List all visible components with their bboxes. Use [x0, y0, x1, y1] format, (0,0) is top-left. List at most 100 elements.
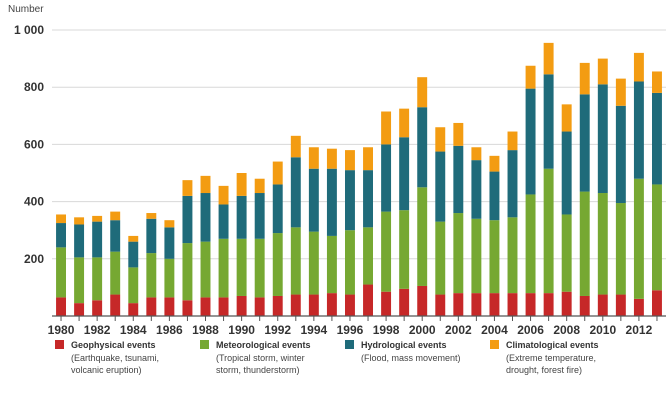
- x-tick-label: 1992: [264, 323, 291, 337]
- bar-2000-geophysical: [417, 285, 428, 316]
- bar-1980-climatological: [56, 214, 66, 224]
- legend-title: Geophysical events: [71, 340, 156, 350]
- bar-1992-geophysical: [272, 295, 283, 316]
- x-tick-label: 1982: [84, 323, 111, 337]
- bar-1980-meteorological: [56, 247, 66, 298]
- bar-2007-meteorological: [543, 168, 554, 294]
- bar-1993-geophysical: [290, 294, 301, 316]
- bar-2004-meteorological: [489, 220, 500, 294]
- bar-1985-meteorological: [146, 253, 157, 298]
- bar-2005-meteorological: [507, 217, 518, 294]
- x-tick-label: 2002: [445, 323, 472, 337]
- bar-1999-hydrological: [399, 137, 410, 211]
- bar-1992-climatological: [272, 161, 283, 185]
- x-tick-label: 2004: [481, 323, 508, 337]
- x-tick-label: 2012: [626, 323, 653, 337]
- legend-title: Climatological events: [506, 340, 599, 350]
- bar-1996-meteorological: [345, 230, 355, 295]
- bar-2008-climatological: [561, 104, 572, 132]
- legend-swatch-1: [200, 340, 209, 349]
- bar-2006-hydrological: [525, 88, 536, 195]
- bar-2009-hydrological: [579, 94, 590, 192]
- axes: 200 400 600 800 1 000 1980 1982 1984 1986 1988 199…: [14, 23, 666, 337]
- legend-description: volcanic eruption): [71, 365, 142, 375]
- bar-1987-hydrological: [182, 195, 193, 244]
- bar-2011-geophysical: [615, 294, 626, 316]
- bar-1983-geophysical: [110, 294, 121, 316]
- y-tick-label: 1 000: [14, 23, 44, 37]
- bar-1980-geophysical: [56, 297, 66, 316]
- bar-2003-hydrological: [471, 160, 482, 219]
- bar-1996-hydrological: [345, 170, 355, 231]
- y-tick-label: 600: [24, 137, 44, 151]
- bar-1990-meteorological: [236, 238, 247, 296]
- bar-2003-geophysical: [471, 293, 482, 316]
- bar-2001-climatological: [435, 127, 446, 152]
- bar-1984-geophysical: [128, 303, 139, 316]
- bar-2010-geophysical: [597, 294, 608, 316]
- grid-lines: [52, 29, 666, 260]
- legend-title: Hydrological events: [361, 340, 447, 350]
- legend-swatch-0: [55, 340, 64, 349]
- bar-2002-climatological: [453, 122, 464, 146]
- bar-1991-meteorological: [254, 238, 265, 298]
- bar-1993-hydrological: [290, 157, 301, 228]
- bar-1984-climatological: [128, 235, 139, 242]
- bar-1991-hydrological: [254, 193, 265, 239]
- bar-1989-meteorological: [218, 238, 229, 298]
- bar-2000-climatological: [417, 77, 428, 108]
- bar-2009-climatological: [579, 62, 590, 95]
- bar-1999-climatological: [399, 108, 410, 138]
- bar-1990-geophysical: [236, 295, 247, 316]
- bar-2001-geophysical: [435, 294, 446, 316]
- bar-1986-geophysical: [164, 297, 175, 316]
- x-tick-label: 1988: [192, 323, 219, 337]
- bar-1982-hydrological: [92, 221, 103, 258]
- y-tick-label: 400: [24, 195, 44, 209]
- bar-1992-hydrological: [272, 184, 283, 234]
- y-tick-label: 200: [24, 252, 44, 266]
- bar-1982-meteorological: [92, 257, 103, 301]
- bar-1981-geophysical: [74, 303, 85, 316]
- bar-2008-meteorological: [561, 214, 572, 292]
- bar-2007-climatological: [543, 42, 554, 75]
- bars: [56, 42, 662, 316]
- bar-2011-climatological: [615, 78, 626, 106]
- bar-1983-climatological: [110, 211, 121, 221]
- bar-2010-hydrological: [597, 84, 608, 194]
- x-tick-label: 1994: [301, 323, 328, 337]
- bar-1993-climatological: [290, 135, 301, 158]
- bar-2012-climatological: [633, 52, 644, 82]
- bar-2003-climatological: [471, 147, 482, 161]
- x-tick-label: 1998: [373, 323, 400, 337]
- bar-1988-meteorological: [200, 241, 211, 298]
- bar-2011-meteorological: [615, 203, 626, 295]
- legend-description: drought, forest fire): [506, 365, 582, 375]
- bar-2012-meteorological: [633, 178, 644, 299]
- bar-1991-geophysical: [254, 297, 265, 316]
- bar-2007-geophysical: [543, 293, 554, 316]
- bar-1997-climatological: [363, 147, 373, 171]
- bar-2005-climatological: [507, 131, 518, 151]
- bar-2013-hydrological: [652, 92, 662, 185]
- x-tick-label: 1980: [48, 323, 75, 337]
- bar-1987-meteorological: [182, 243, 193, 301]
- bar-1995-climatological: [326, 148, 337, 169]
- bar-1991-climatological: [254, 178, 265, 194]
- legend-swatch-2: [345, 340, 354, 349]
- bar-2003-meteorological: [471, 218, 482, 294]
- bar-2001-hydrological: [435, 151, 446, 222]
- bar-1988-climatological: [200, 175, 211, 194]
- bar-2011-hydrological: [615, 105, 626, 204]
- bar-2013-climatological: [652, 71, 662, 93]
- bar-1981-meteorological: [74, 257, 85, 304]
- bar-1995-geophysical: [326, 293, 337, 316]
- bar-2000-meteorological: [417, 187, 428, 286]
- bar-1994-meteorological: [308, 231, 319, 295]
- bar-1998-meteorological: [381, 211, 392, 292]
- x-tick-label: 1990: [228, 323, 255, 337]
- bar-1998-geophysical: [381, 291, 392, 316]
- bar-1994-geophysical: [308, 294, 319, 316]
- bar-1985-geophysical: [146, 297, 157, 316]
- bar-2009-geophysical: [579, 295, 590, 316]
